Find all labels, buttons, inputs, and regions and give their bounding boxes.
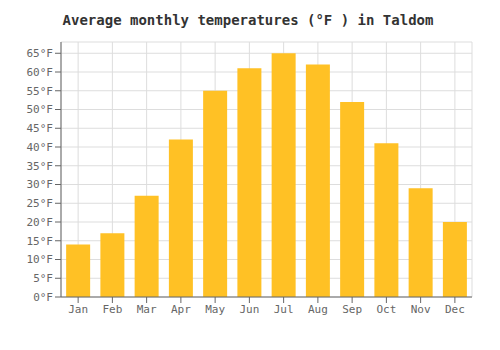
svg-text:10°F: 10°F bbox=[27, 253, 54, 266]
svg-text:25°F: 25°F bbox=[27, 197, 54, 210]
svg-text:Jul: Jul bbox=[274, 303, 294, 316]
svg-text:50°F: 50°F bbox=[27, 103, 54, 116]
svg-text:Nov: Nov bbox=[411, 303, 431, 316]
svg-text:55°F: 55°F bbox=[27, 85, 54, 98]
svg-text:Sep: Sep bbox=[342, 303, 362, 316]
svg-text:Aug: Aug bbox=[308, 303, 328, 316]
svg-text:35°F: 35°F bbox=[27, 160, 54, 173]
svg-text:Feb: Feb bbox=[102, 303, 122, 316]
svg-text:Apr: Apr bbox=[171, 303, 191, 316]
svg-text:65°F: 65°F bbox=[27, 47, 54, 60]
svg-text:45°F: 45°F bbox=[27, 122, 54, 135]
svg-text:May: May bbox=[205, 303, 225, 316]
html-text:Average monthly temperatures (: Average monthly temperatures (°F ) in Ta… bbox=[62, 12, 434, 28]
svg-text:5°F: 5°F bbox=[33, 272, 53, 285]
svg-text:0°F: 0°F bbox=[33, 291, 53, 304]
svg-text:Jun: Jun bbox=[239, 303, 259, 316]
svg-text:Oct: Oct bbox=[376, 303, 396, 316]
svg-text:Dec: Dec bbox=[445, 303, 465, 316]
svg-text:Jan: Jan bbox=[68, 303, 88, 316]
svg-text:15°F: 15°F bbox=[27, 235, 54, 248]
svg-text:60°F: 60°F bbox=[27, 66, 54, 79]
svg-text:30°F: 30°F bbox=[27, 178, 54, 191]
svg-text:20°F: 20°F bbox=[27, 216, 54, 229]
svg-text:40°F: 40°F bbox=[27, 141, 54, 154]
svg-text:Mar: Mar bbox=[137, 303, 157, 316]
